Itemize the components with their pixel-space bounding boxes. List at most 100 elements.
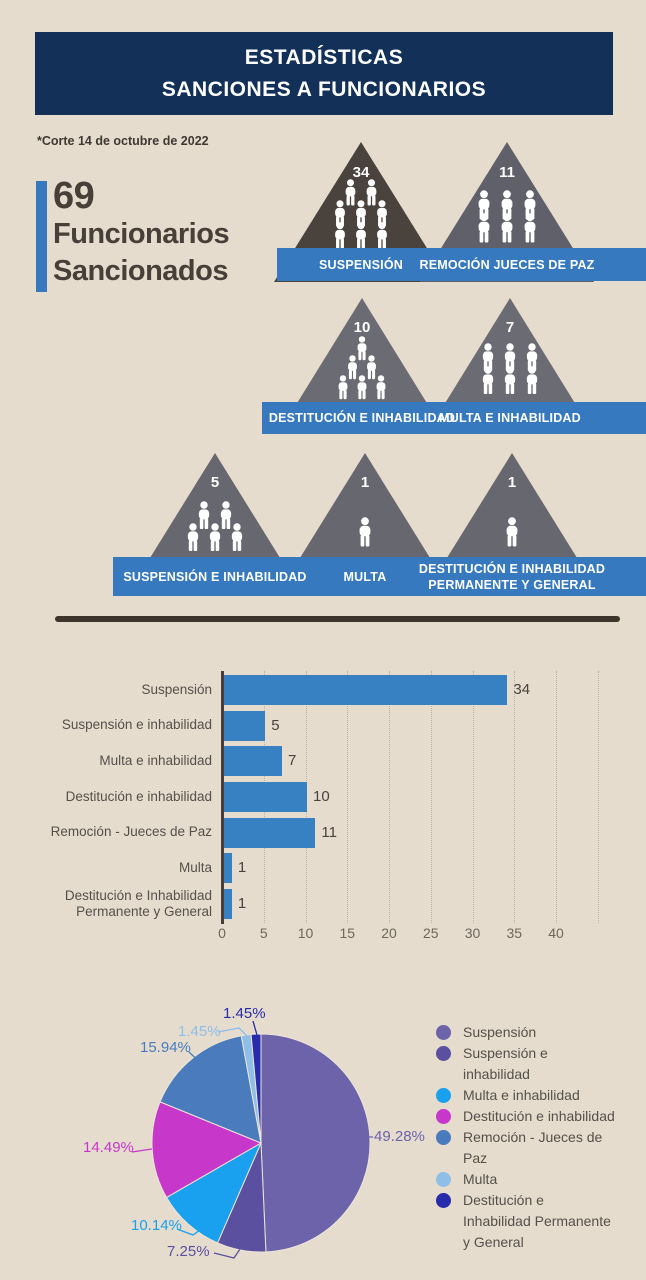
bar xyxy=(223,746,282,777)
pie-percentage-label: 14.49% xyxy=(83,1139,134,1156)
banner-row-1: SUSPENSIÓN REMOCIÓN JUECES DE PAZ xyxy=(277,248,646,281)
gridline xyxy=(514,671,516,923)
x-tick-label: 0 xyxy=(218,925,226,941)
legend-color-dot xyxy=(436,1193,451,1208)
triangle-remocion xyxy=(420,142,594,282)
bar-value-label: 34 xyxy=(513,680,531,698)
pie-percentage-label: 15.94% xyxy=(140,1039,191,1056)
bar xyxy=(223,889,232,920)
x-tick-label: 20 xyxy=(381,925,397,941)
legend-item: Multa e inhabilidad xyxy=(436,1085,621,1106)
pyramid-label: DESTITUCIÓN E INHABILIDAD PERMANENTE Y G… xyxy=(418,561,606,592)
pyramid-value: 10 xyxy=(354,319,371,336)
legend-color-dot xyxy=(436,1025,451,1040)
legend-label: Destitución e inhabilidad xyxy=(463,1108,615,1124)
bar xyxy=(223,710,266,741)
triangle-multa-inhabilidad xyxy=(426,298,594,434)
pyramid-value: 11 xyxy=(499,164,515,181)
legend-color-dot xyxy=(436,1130,451,1145)
x-tick-label: 5 xyxy=(259,925,268,941)
pie-slice xyxy=(250,1033,262,1144)
triangle-destitucion-inhabilidad xyxy=(278,298,446,434)
legend-item: Destitución e Inhabilidad Permanente y G… xyxy=(436,1190,621,1253)
bar-value-label: 10 xyxy=(313,787,330,805)
legend-color-dot xyxy=(436,1088,451,1103)
legend-item: Remoción - Jueces de Paz xyxy=(436,1127,621,1169)
gridline xyxy=(472,671,474,923)
pie-leader-line xyxy=(131,1148,153,1153)
bar-category-label: Multa xyxy=(178,860,212,876)
pyramid-value: 1 xyxy=(508,474,516,491)
title-line2: SANCIONES A FUNCIONARIOS xyxy=(161,78,487,101)
pie-leader-lines xyxy=(131,1020,373,1259)
legend-item: Suspensión e inhabilidad xyxy=(436,1043,621,1085)
bar-value-label: 1 xyxy=(237,859,247,877)
gridline xyxy=(556,671,557,923)
pie-leader-line xyxy=(213,1239,247,1259)
pie-leader-line xyxy=(252,1020,258,1036)
bar-value-label: 7 xyxy=(287,752,297,770)
bar-category-label: Destitución e Inhabilidad Permanente y G… xyxy=(64,887,212,920)
pyramid-label: SUSPENSIÓN xyxy=(319,257,403,272)
pie-leader-line xyxy=(176,1226,205,1236)
legend-item: Multa xyxy=(436,1169,621,1190)
legend-color-dot xyxy=(436,1172,451,1187)
summary-accent-bar xyxy=(36,181,47,292)
pie-legend: Suspensión Suspensión e inhabilidad Multa … xyxy=(436,1022,621,1253)
legend-color-dot xyxy=(436,1046,451,1061)
x-tick-label: 35 xyxy=(506,925,523,941)
pyramid-label: MULTA xyxy=(343,569,387,584)
cutoff-date-note: *Corte 14 de octubre de 2022 xyxy=(37,134,209,148)
bar xyxy=(223,674,508,705)
pie-slice xyxy=(260,1033,371,1253)
legend-label: Suspensión e inhabilidad xyxy=(463,1045,548,1082)
legend-label: Suspensión xyxy=(463,1024,537,1040)
legend-item: Suspensión xyxy=(436,1022,621,1043)
section-divider xyxy=(55,616,620,622)
pyramid-label: DESTITUCIÓN E INHABILIDAD xyxy=(268,411,456,425)
bar-category-label: Suspensión xyxy=(141,681,212,697)
bar-value-label: 5 xyxy=(271,716,280,734)
bar-category-label: Remoción - Jueces de Paz xyxy=(50,824,212,840)
title-line1: ESTADÍSTICAS xyxy=(244,46,404,69)
legend-item: Destitución e inhabilidad xyxy=(436,1106,621,1127)
pyramid-value: 7 xyxy=(506,319,514,336)
bar-value-label: 1 xyxy=(237,895,247,913)
bar-value-label: 11 xyxy=(321,823,337,841)
bar-category-label: Destitución e inhabilidad xyxy=(65,788,212,804)
legend-label: Destitución e Inhabilidad Permanente y G… xyxy=(463,1192,611,1250)
banner-row-3: SUSPENSIÓN E INHABILIDAD MULTA DESTITUCI… xyxy=(113,557,646,596)
legend-color-dot xyxy=(436,1109,451,1124)
pie-leader-line xyxy=(188,1051,205,1067)
bar-category-label: Multa e inhabilidad xyxy=(99,752,212,768)
x-tick-label: 25 xyxy=(422,925,439,941)
pie-percentage-label: 10.14% xyxy=(131,1217,182,1234)
x-tick-label: 10 xyxy=(297,925,314,941)
pie-percentage-label: 1.45% xyxy=(223,1005,266,1022)
summary-word-1: Funcionarios xyxy=(53,218,230,250)
bar xyxy=(223,817,316,848)
pyramid-label: REMOCIÓN JUECES DE PAZ xyxy=(419,257,595,272)
pyramid-label: MULTA E INHABILIDAD xyxy=(439,411,581,425)
pyramid-label: SUSPENSIÓN E INHABILIDAD xyxy=(123,569,307,584)
gridline xyxy=(347,671,349,923)
pyramid-triangles: 34 11 10 7 5 1 1 xyxy=(127,142,600,595)
pyramid-value: 5 xyxy=(211,474,219,491)
sanctioned-count: 69 xyxy=(53,175,95,217)
summary-block: 69 Funcionarios Sancionados xyxy=(53,175,230,290)
pie-slice xyxy=(151,1101,263,1199)
legend-label: Multa e inhabilidad xyxy=(463,1087,580,1103)
x-tick-label: 15 xyxy=(339,925,356,941)
summary-word-2: Sancionados xyxy=(53,255,229,287)
header-banner: ESTADÍSTICAS SANCIONES A FUNCIONARIOS xyxy=(35,32,613,115)
gridline xyxy=(430,671,432,923)
bar-chart-axis xyxy=(221,671,224,924)
pie-percentage-label: 7.25% xyxy=(167,1243,210,1260)
pie-percentage-label: 49.28% xyxy=(374,1128,425,1145)
pie-chart xyxy=(151,1033,371,1253)
pie-leader-line xyxy=(217,1027,249,1038)
x-tick-label: 30 xyxy=(464,925,481,941)
legend-label: Remoción - Jueces de Paz xyxy=(463,1129,603,1166)
pie-percentage-label: 1.45% xyxy=(178,1023,221,1040)
